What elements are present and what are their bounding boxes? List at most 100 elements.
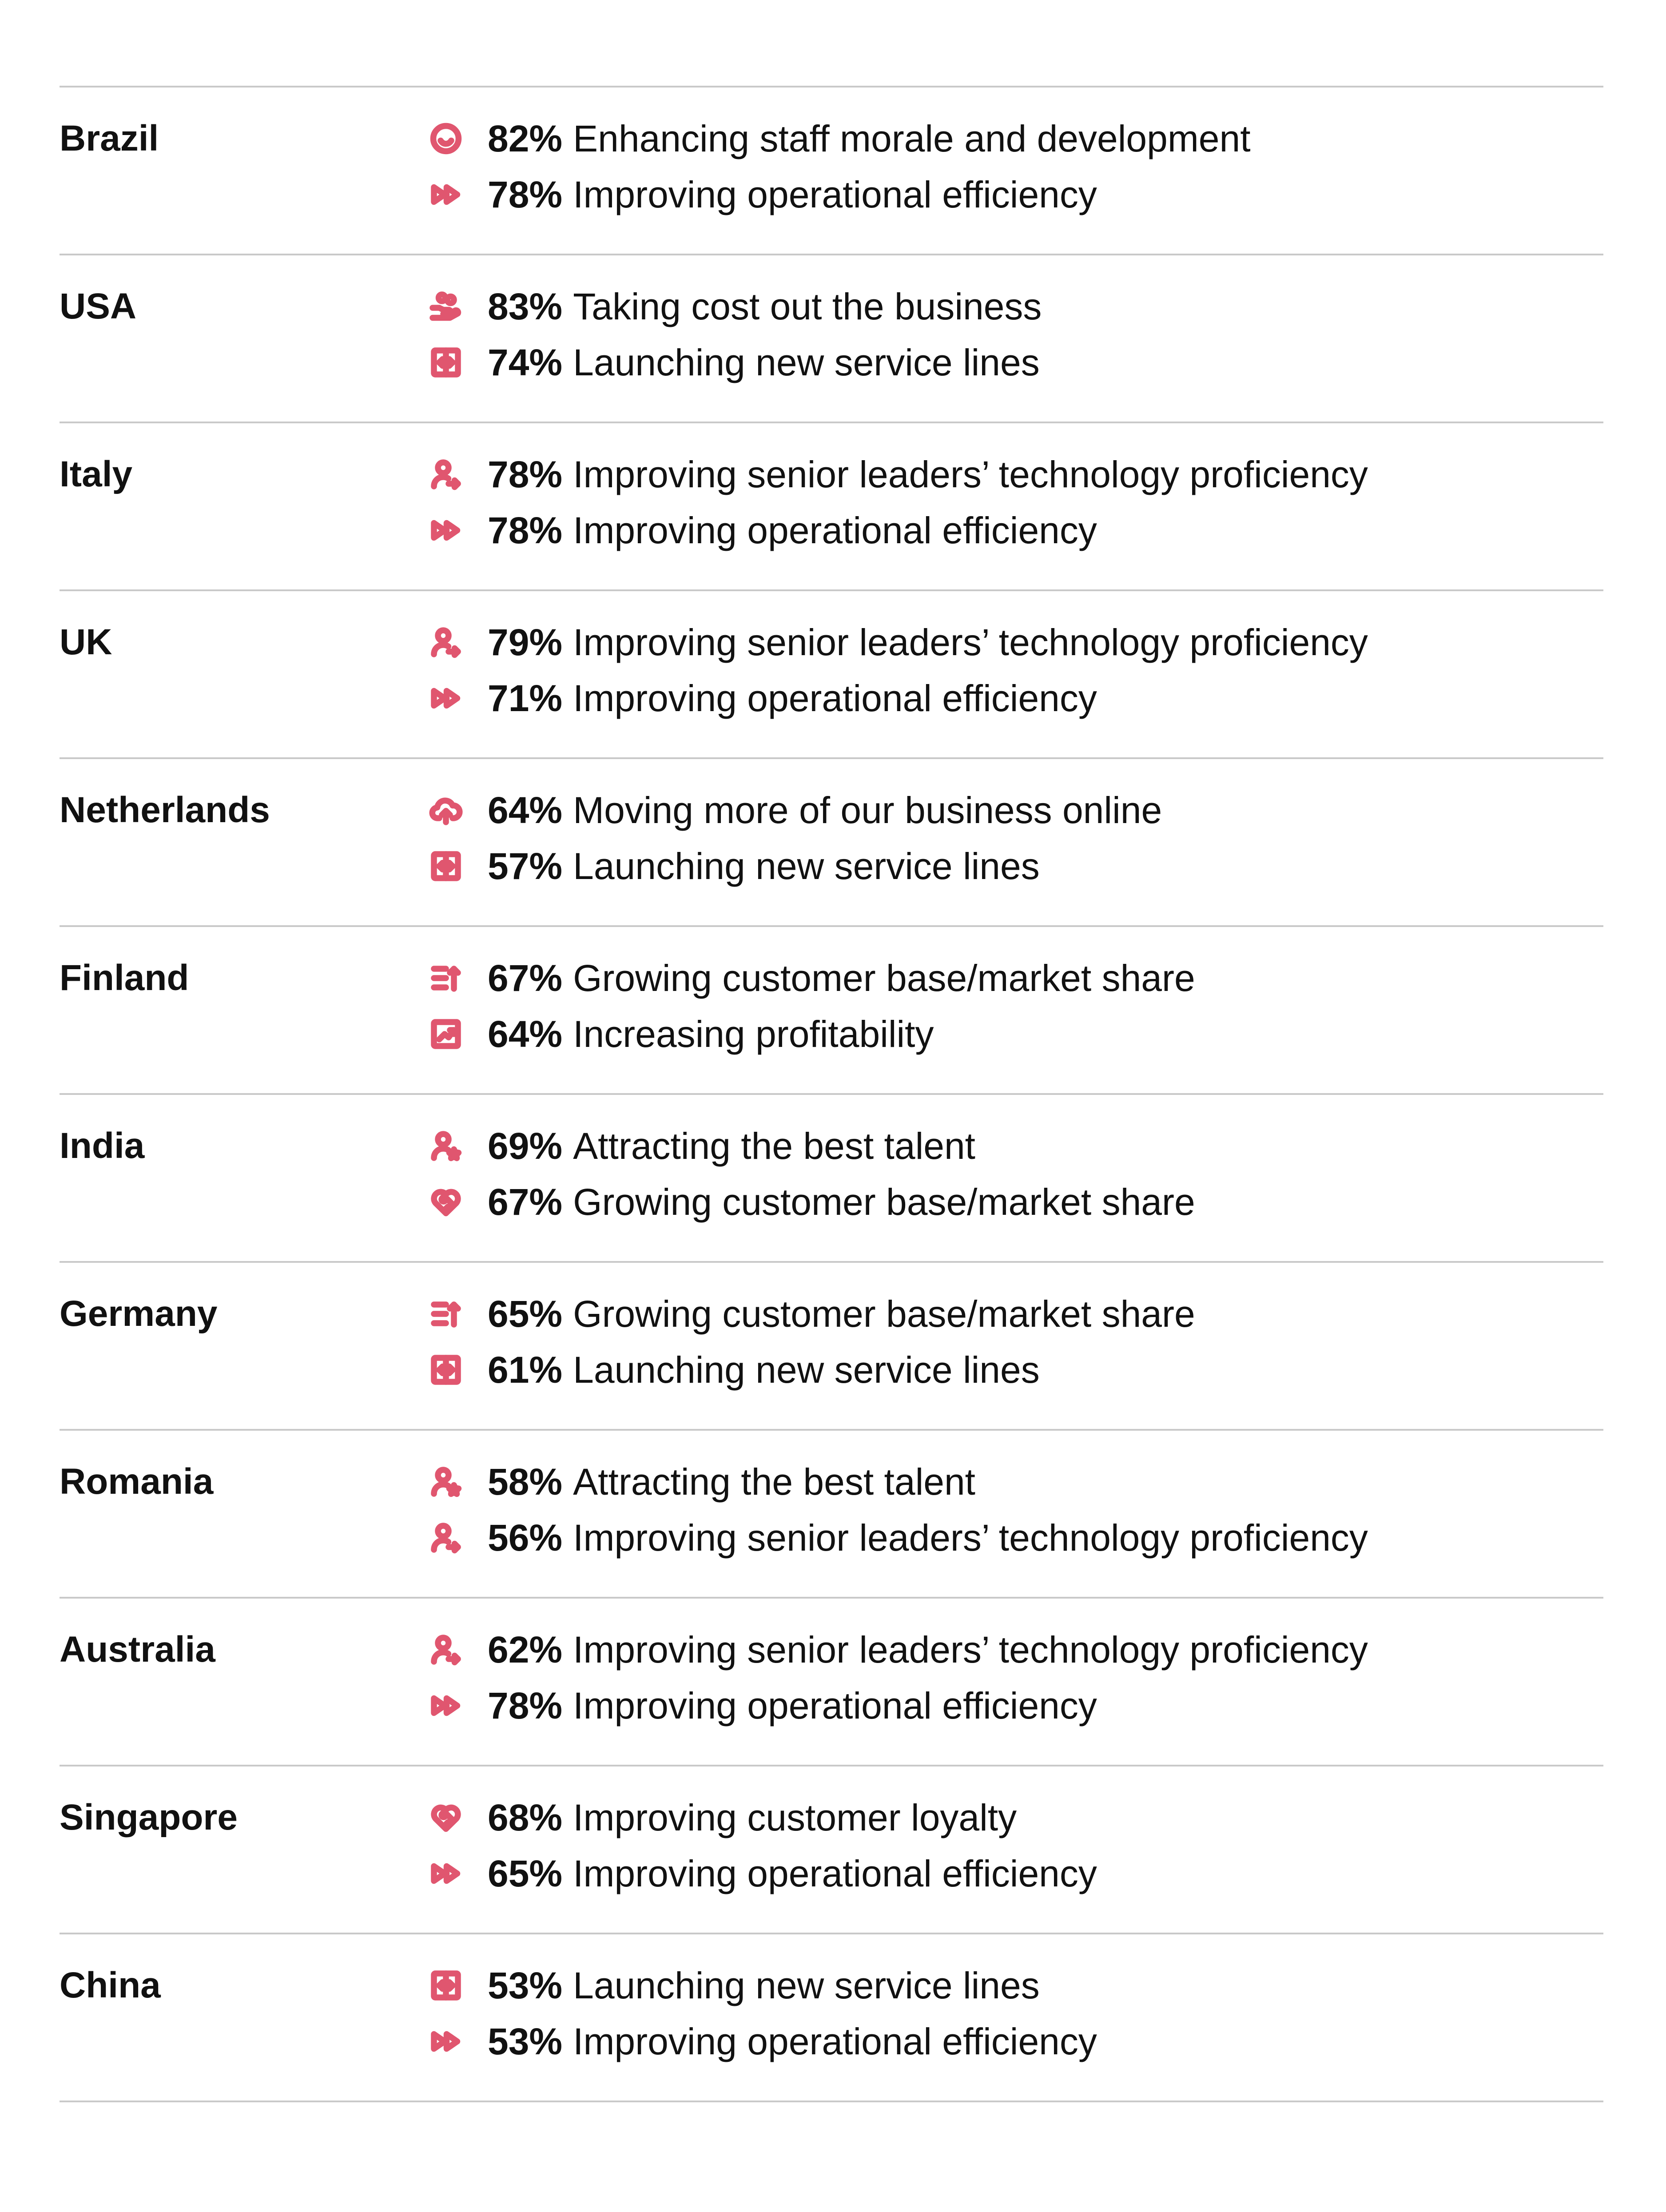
user-star-icon: [424, 1460, 468, 1504]
country-name: Germany: [60, 1293, 218, 1334]
percentage-value: 62%: [488, 1629, 563, 1671]
priority-item: 65% Improving operational efficiency: [424, 1851, 1097, 1896]
table-row: Italy 78% Improving senior leaders’ techno…: [60, 423, 1603, 591]
percentage-value: 61%: [488, 1349, 563, 1391]
table-row: Singapore 68% Improving customer loyalty 65…: [60, 1766, 1603, 1934]
priority-item: 67% Growing customer base/market share: [424, 956, 1195, 1000]
table-row: Australia 62% Improving senior leaders’ te…: [60, 1599, 1603, 1766]
percentage-value: 78%: [488, 454, 563, 495]
percentage-value: 82%: [488, 118, 563, 159]
priority-item: 64% Moving more of our business online: [424, 788, 1162, 832]
percentage-value: 78%: [488, 174, 563, 215]
percentage-value: 58%: [488, 1461, 563, 1503]
fast-forward-icon: [424, 2019, 468, 2064]
priority-label: Taking cost out the business: [573, 286, 1042, 327]
percentage-value: 79%: [488, 621, 563, 663]
table-row: India 69% Attracting the best talent 67% Gro…: [60, 1095, 1603, 1263]
percentage-value: 74%: [488, 342, 563, 383]
priority-label: Improving operational efficiency: [573, 509, 1097, 551]
country-name: Italy: [60, 454, 133, 494]
percentage-value: 64%: [488, 1013, 563, 1055]
priority-item: 53% Improving operational efficiency: [424, 2019, 1097, 2064]
table-row: USA 83% Taking cost out the business 74% Lau…: [60, 255, 1603, 423]
country-name: Romania: [60, 1461, 214, 1502]
fast-forward-icon: [424, 1683, 468, 1728]
percentage-value: 69%: [488, 1125, 563, 1167]
percentage-value: 68%: [488, 1797, 563, 1838]
priority-item: 56% Improving senior leaders’ technology …: [424, 1516, 1368, 1560]
priority-label: Launching new service lines: [573, 342, 1040, 383]
priority-item: 83% Taking cost out the business: [424, 284, 1042, 329]
priority-item: 82% Enhancing staff morale and developmen…: [424, 116, 1251, 161]
priority-item: 74% Launching new service lines: [424, 340, 1040, 385]
priority-item: 58% Attracting the best talent: [424, 1460, 975, 1504]
priority-item: 78% Improving senior leaders’ technology …: [424, 452, 1368, 497]
priority-label: Improving senior leaders’ technology pro…: [573, 1517, 1368, 1559]
priority-label: Improving senior leaders’ technology pro…: [573, 621, 1368, 663]
priority-label: Growing customer base/market share: [573, 1181, 1195, 1223]
chart-up-icon: [424, 1012, 468, 1056]
priority-label: Launching new service lines: [573, 1349, 1040, 1391]
table-row: Germany 65% Growing customer base/market s…: [60, 1263, 1603, 1431]
user-star-icon: [424, 1124, 468, 1168]
priority-item: 78% Improving operational efficiency: [424, 172, 1097, 217]
table-row: UK 79% Improving senior leaders’ technolog…: [60, 591, 1603, 759]
user-arrow-icon: [424, 452, 468, 497]
priority-label: Attracting the best talent: [573, 1125, 975, 1167]
priority-item: 61% Launching new service lines: [424, 1348, 1040, 1392]
percentage-value: 78%: [488, 1685, 563, 1727]
country-name: USA: [60, 286, 137, 326]
priority-label: Improving senior leaders’ technology pro…: [573, 1629, 1368, 1671]
priority-item: 78% Improving operational efficiency: [424, 1683, 1097, 1728]
priority-label: Improving operational efficiency: [573, 677, 1097, 719]
priority-item: 67% Growing customer base/market share: [424, 1180, 1195, 1224]
user-arrow-icon: [424, 620, 468, 664]
priority-item: 78% Improving operational efficiency: [424, 508, 1097, 553]
priority-item: 68% Improving customer loyalty: [424, 1795, 1017, 1840]
priority-label: Improving operational efficiency: [573, 1853, 1097, 1894]
priority-item: 62% Improving senior leaders’ technology …: [424, 1627, 1368, 1672]
country-name: Netherlands: [60, 790, 270, 830]
user-arrow-icon: [424, 1627, 468, 1672]
percentage-value: 83%: [488, 286, 563, 327]
fast-forward-icon: [424, 1851, 468, 1896]
coins-hand-icon: [424, 284, 468, 329]
fast-forward-icon: [424, 172, 468, 217]
service-lines-icon: [424, 1348, 468, 1392]
country-name: UK: [60, 622, 112, 662]
table-row: Finland 67% Growing customer base/market s…: [60, 927, 1603, 1095]
priority-item: 79% Improving senior leaders’ technology …: [424, 620, 1368, 664]
priority-label: Enhancing staff morale and development: [573, 118, 1251, 159]
cloud-upload-icon: [424, 788, 468, 832]
heart-handshake-icon: [424, 1180, 468, 1224]
country-name: Brazil: [60, 118, 159, 159]
priority-label: Improving customer loyalty: [573, 1797, 1017, 1838]
service-lines-icon: [424, 844, 468, 888]
priority-item: 71% Improving operational efficiency: [424, 676, 1097, 720]
service-lines-icon: [424, 1963, 468, 2008]
priority-label: Attracting the best talent: [573, 1461, 975, 1503]
table-row: China 53% Launching new service lines 53% Im…: [60, 1934, 1603, 2102]
priority-item: 65% Growing customer base/market share: [424, 1292, 1195, 1336]
priority-item: 53% Launching new service lines: [424, 1963, 1040, 2008]
table-row: Netherlands 64% Moving more of our busines…: [60, 759, 1603, 927]
priority-item: 64% Increasing profitability: [424, 1012, 934, 1056]
percentage-value: 78%: [488, 509, 563, 551]
percentage-value: 67%: [488, 1181, 563, 1223]
priority-label: Launching new service lines: [573, 1965, 1040, 2006]
country-name: Singapore: [60, 1797, 238, 1838]
table-row: Romania 58% Attracting the best talent 56% I…: [60, 1431, 1603, 1599]
percentage-value: 53%: [488, 2021, 563, 2062]
country-name: India: [60, 1126, 145, 1166]
percentage-value: 65%: [488, 1853, 563, 1894]
heart-handshake-icon: [424, 1795, 468, 1840]
percentage-value: 64%: [488, 789, 563, 831]
priority-label: Launching new service lines: [573, 845, 1040, 887]
percentage-value: 57%: [488, 845, 563, 887]
country-priorities-table: Brazil 82% Enhancing staff morale and deve…: [60, 86, 1603, 2102]
priority-label: Improving operational efficiency: [573, 174, 1097, 215]
percentage-value: 53%: [488, 1965, 563, 2006]
fast-forward-icon: [424, 508, 468, 553]
list-growth-icon: [424, 956, 468, 1000]
smile-icon: [424, 116, 468, 161]
